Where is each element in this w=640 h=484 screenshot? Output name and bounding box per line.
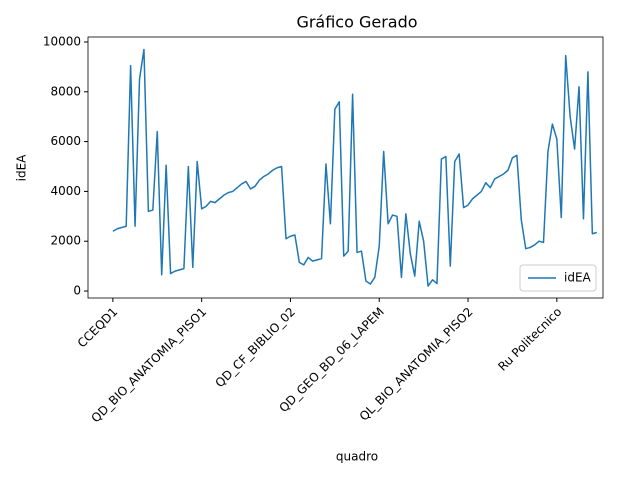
legend-box xyxy=(519,264,597,292)
x-tick-label: QD_CF_BIBLIO_02 xyxy=(213,305,299,391)
chart-title: Gráfico Gerado xyxy=(296,13,417,32)
line xyxy=(112,48,597,287)
y-tick-label: 10000 xyxy=(43,34,81,48)
x-tick-label: CCEQD1 xyxy=(75,305,121,351)
y-tick-label: 8000 xyxy=(50,84,81,98)
y-axis-label: idEA xyxy=(15,154,29,182)
x-tick-label: Ru Politecnico xyxy=(495,305,564,374)
x-tick-label: QD_GEO_BD_06_LAPEM xyxy=(276,305,386,415)
y-tick-label: 0 xyxy=(73,284,81,298)
y-tick-label: 6000 xyxy=(50,134,81,148)
x-axis-label: quadro xyxy=(336,450,378,464)
plot-frame xyxy=(87,36,604,299)
y-tick-label: 2000 xyxy=(50,234,81,248)
legend-label: idEA xyxy=(564,271,592,285)
y-tick-label: 4000 xyxy=(50,184,81,198)
